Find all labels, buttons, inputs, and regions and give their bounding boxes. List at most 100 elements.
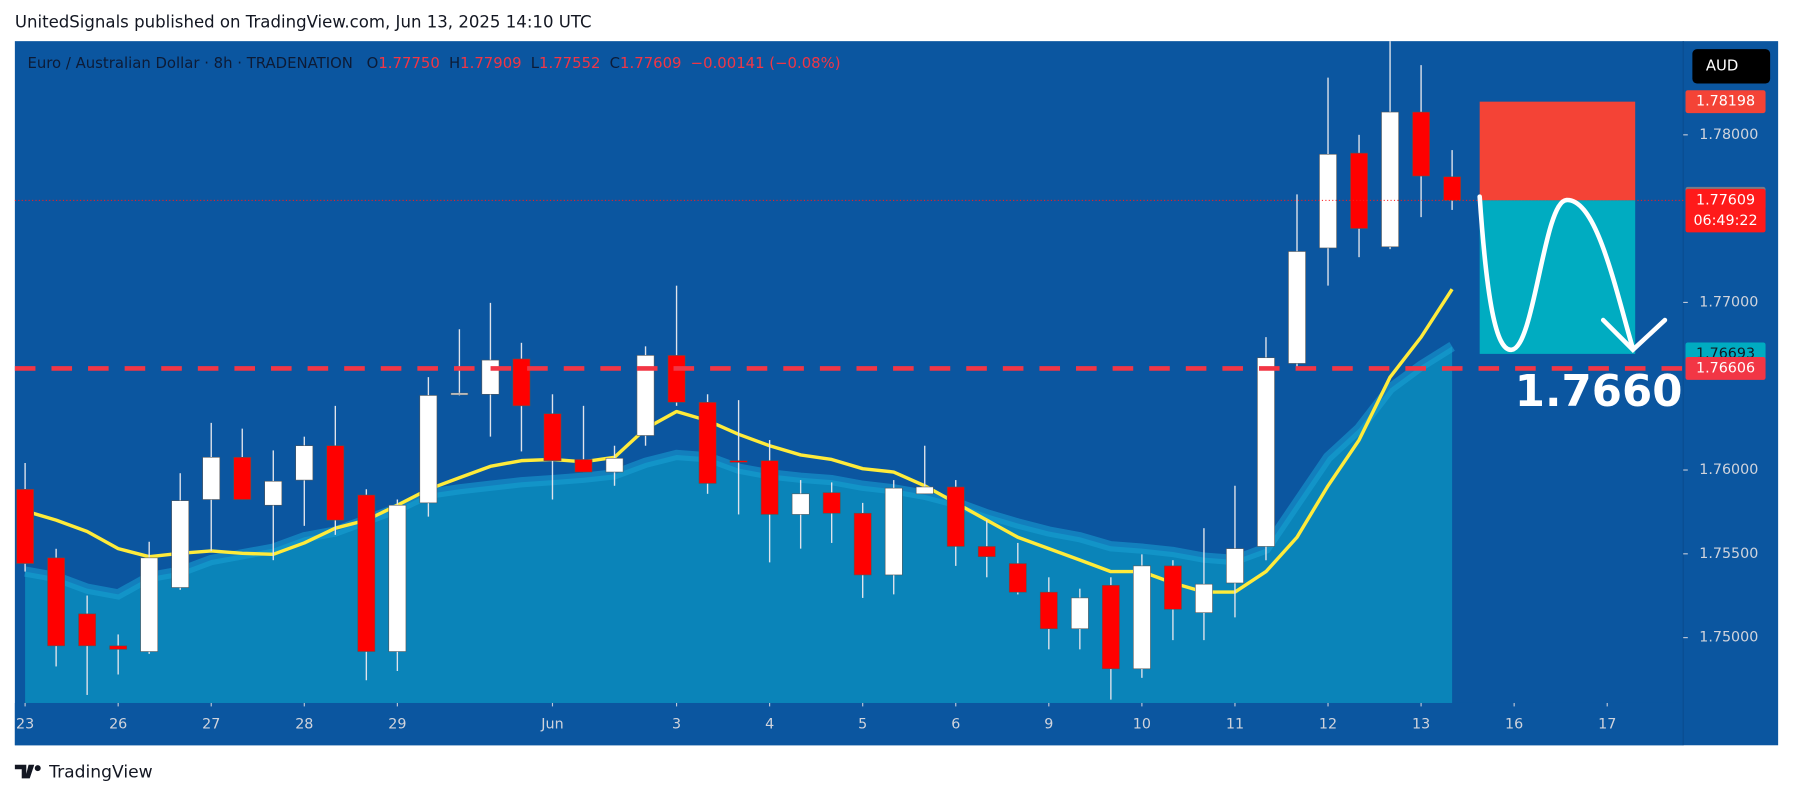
- candle-body: [1443, 176, 1461, 201]
- candle-body: [1350, 152, 1368, 229]
- x-tick-label: Jun: [540, 717, 563, 733]
- legend-key: H: [449, 54, 460, 72]
- candle-body: [946, 486, 965, 547]
- last-price-label: 1.77609: [1696, 192, 1755, 208]
- plot: 1.7660 1.78000 1.77000 1.76000 1.75500 1.7500…: [14, 41, 1771, 746]
- candle-body: [202, 457, 221, 500]
- candle-body: [419, 395, 438, 504]
- candle-body: [977, 546, 996, 557]
- x-tick-label: 5: [858, 717, 867, 733]
- y-tick-label: 1.75000: [1699, 630, 1758, 646]
- x-tick-label: 17: [1598, 717, 1616, 733]
- drawn-arrowhead: [1600, 317, 1668, 353]
- publisher-line: UnitedSignals published on TradingView.c…: [15, 12, 592, 31]
- candle-body: [450, 392, 469, 396]
- candle-body: [1039, 591, 1058, 630]
- level-price-label: 1.76606: [1696, 360, 1755, 376]
- candle-body: [233, 457, 252, 500]
- candle-body: [1412, 111, 1430, 177]
- candle-body: [264, 480, 283, 506]
- candle-body: [109, 645, 128, 650]
- candle-body: [1008, 563, 1027, 593]
- candle-body: [791, 493, 810, 515]
- y-tick-label: 1.76000: [1699, 462, 1758, 478]
- candle-body: [140, 557, 159, 652]
- candle-body: [729, 460, 748, 463]
- candle-body: [1070, 597, 1089, 630]
- y-tick-label: 1.77000: [1699, 294, 1758, 310]
- candle-body: [667, 355, 686, 403]
- legend-key: C: [610, 54, 620, 72]
- x-tick-label: 13: [1412, 717, 1430, 733]
- footer-logo: [14, 764, 41, 779]
- annotation-text: 1.7660: [1515, 367, 1683, 417]
- legend-value: 1.77750: [378, 54, 439, 72]
- legend-change: −0.00141 (−0.08%): [691, 54, 841, 72]
- candle-body: [543, 413, 562, 461]
- candle-body: [1257, 357, 1275, 547]
- stop-zone: [1479, 101, 1636, 201]
- candle-body: [698, 402, 717, 484]
- candle-body: [1133, 565, 1151, 670]
- candle-body: [884, 487, 903, 576]
- candle-body: [822, 492, 841, 514]
- stop-price-box: [1685, 90, 1766, 114]
- candle-body: [1195, 583, 1213, 613]
- candle-body: [16, 489, 34, 564]
- candle-body: [605, 458, 624, 473]
- legend-value: 1.77909: [460, 54, 521, 72]
- legend-title: Euro / Australian Dollar · 8h · TRADENAT…: [27, 54, 352, 72]
- candle-body: [1102, 585, 1120, 670]
- x-tick-label: 29: [388, 717, 406, 733]
- candle-body: [512, 358, 531, 407]
- x-tick-label: 3: [672, 717, 681, 733]
- candle-body: [326, 445, 345, 521]
- x-tick-label: 6: [951, 717, 960, 733]
- x-tick-label: 26: [109, 717, 127, 733]
- x-tick-label: 16: [1505, 717, 1523, 733]
- last-price-box: [1685, 188, 1766, 233]
- candle-body: [171, 500, 190, 588]
- area: [25, 346, 1453, 703]
- y-tick-label: 1.78000: [1699, 127, 1758, 143]
- x-tick-label: 10: [1133, 717, 1151, 733]
- level-price-box: [1685, 357, 1766, 380]
- candle-body: [357, 494, 376, 652]
- candle-body: [47, 557, 65, 647]
- logo-dot: [34, 765, 41, 772]
- candle-body: [636, 355, 655, 436]
- stop-price-label: 1.78198: [1696, 94, 1755, 110]
- legend: Euro / Australian Dollar · 8h · TRADENAT…: [27, 54, 840, 72]
- candle-body: [78, 613, 97, 647]
- candle-body: [1164, 565, 1182, 610]
- x-tick-label: 4: [765, 717, 774, 733]
- candle-body: [1319, 153, 1337, 249]
- legend-key: L: [531, 54, 540, 72]
- x-tick-label: 23: [16, 717, 34, 733]
- currency-label: AUD: [1706, 56, 1738, 74]
- x-tick-label: 27: [202, 717, 220, 733]
- x-tick-label: 28: [295, 717, 313, 733]
- x-tick-label: 12: [1319, 717, 1337, 733]
- candle-body: [388, 504, 407, 652]
- candle-body: [295, 445, 314, 481]
- candle-body: [481, 359, 500, 395]
- logo-mark: [14, 764, 35, 779]
- drawn-curve: [1477, 194, 1636, 353]
- footer-brand: TradingView: [48, 763, 152, 783]
- legend-value: 1.77552: [539, 54, 600, 72]
- y-tick-label: 1.75500: [1699, 546, 1758, 562]
- candle-body: [1381, 111, 1399, 248]
- candle-body: [853, 512, 872, 576]
- legend-key: O: [367, 54, 379, 72]
- candle-body: [760, 460, 779, 515]
- last-price-label: 06:49:22: [1693, 213, 1757, 229]
- candle-body: [1288, 251, 1306, 364]
- candle-body: [574, 459, 593, 473]
- candle-body: [915, 486, 934, 495]
- time-axis: [14, 702, 1684, 746]
- currency-box: [1692, 49, 1771, 84]
- candle-body: [1226, 548, 1244, 584]
- legend-value: 1.77609: [620, 54, 681, 72]
